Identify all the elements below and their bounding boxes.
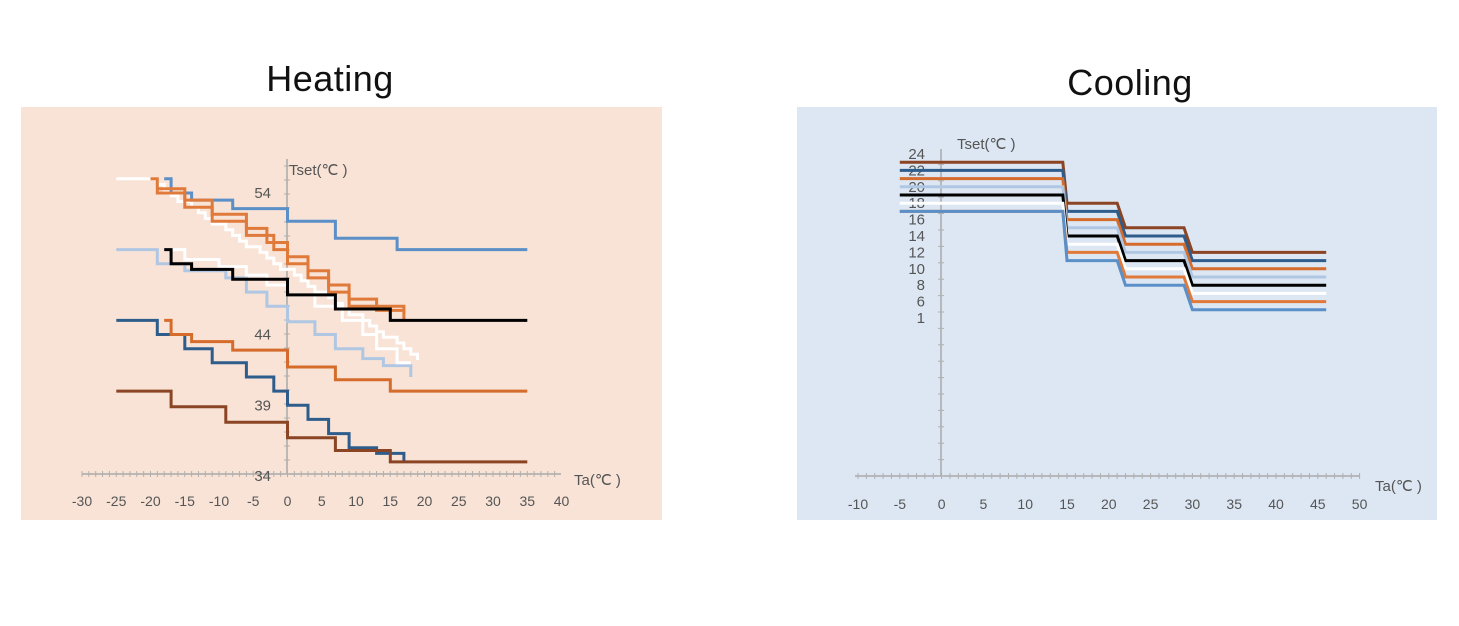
cooling-chart: -10 -5 0 5 10 15 20 25 30 35 40 45 50242220181614121… [797, 107, 1437, 520]
x-tick-label: 5 [980, 496, 988, 512]
x-axis-title: Ta(℃ ) [574, 472, 621, 489]
x-tick-label: 35 [1226, 496, 1242, 512]
x-tick-label: -10 [848, 496, 868, 512]
x-tick-label: 50 [1352, 496, 1368, 512]
y-axis-title: Tset(℃ ) [289, 162, 348, 179]
y-tick-label: 54 [254, 185, 271, 202]
x-tick-label: 25 [1143, 496, 1159, 512]
x-axis-title: Ta(℃ ) [1375, 478, 1422, 495]
y-tick-label: 14 [908, 228, 925, 245]
heating-chart-panel: -30 -25 -20 -15 -10 -5 0 5 10 15 20 25 30 35 40 54 44 39 3… [21, 107, 662, 520]
y-tick-label: 6 [917, 294, 925, 311]
x-tick-label: -15 [175, 493, 195, 509]
y-tick-label: 8 [917, 277, 925, 294]
x-tick-label: -30 [72, 493, 92, 509]
series-line-9 [164, 318, 528, 393]
series-line-8 [899, 209, 1327, 312]
cooling-chart-panel: -10 -5 0 5 10 15 20 25 30 35 40 45 50 24 22 20 18 16 14 12 1… [797, 107, 1437, 520]
series-line-8 [116, 318, 406, 462]
x-tick-label: -10 [209, 493, 229, 509]
x-tick-label: 10 [348, 493, 364, 509]
y-tick-label: 1 [917, 310, 925, 327]
x-tick-label: 5 [318, 493, 326, 509]
x-tick-label: 20 [1101, 496, 1117, 512]
x-tick-label: 35 [519, 493, 535, 509]
x-tick-label: 40 [1268, 496, 1284, 512]
x-tick-label: 15 [1059, 496, 1075, 512]
y-tick-label: 24 [908, 146, 925, 163]
x-tick-label: 30 [1185, 496, 1201, 512]
heating-chart: -30 -25 -20 -15 -10 -5 0 5 10 15 20 25 30 35 40 54 44 39 3… [21, 107, 662, 520]
x-tick-label: -5 [247, 493, 260, 509]
x-tick-label: 20 [417, 493, 433, 509]
y-tick-label: 10 [908, 261, 925, 278]
series-line-4 [157, 187, 406, 314]
y-tick-label: 39 [254, 397, 271, 414]
heating-chart-title: Heating [266, 58, 394, 99]
series-line-7 [164, 248, 528, 322]
x-tick-label: 10 [1017, 496, 1033, 512]
y-axis-title: Tset(℃ ) [957, 136, 1016, 153]
y-tick-label: 44 [254, 327, 271, 344]
x-tick-label: -20 [140, 493, 160, 509]
cooling-chart-title: Cooling [1067, 62, 1193, 103]
series-line-10 [116, 389, 528, 464]
x-tick-label: 15 [382, 493, 398, 509]
x-tick-label: 0 [938, 496, 946, 512]
x-tick-label: 25 [451, 493, 467, 509]
x-tick-label: -5 [894, 496, 907, 512]
x-tick-label: 30 [485, 493, 501, 509]
x-tick-label: -25 [106, 493, 126, 509]
y-tick-label: 16 [908, 212, 925, 229]
x-tick-label: 0 [284, 493, 292, 509]
series-line-5 [116, 248, 413, 377]
x-tick-label: 45 [1310, 496, 1326, 512]
chart-background [797, 107, 1437, 520]
y-tick-label: 12 [908, 244, 925, 261]
y-tick-label: 34 [254, 468, 271, 485]
x-tick-label: 40 [554, 493, 570, 509]
